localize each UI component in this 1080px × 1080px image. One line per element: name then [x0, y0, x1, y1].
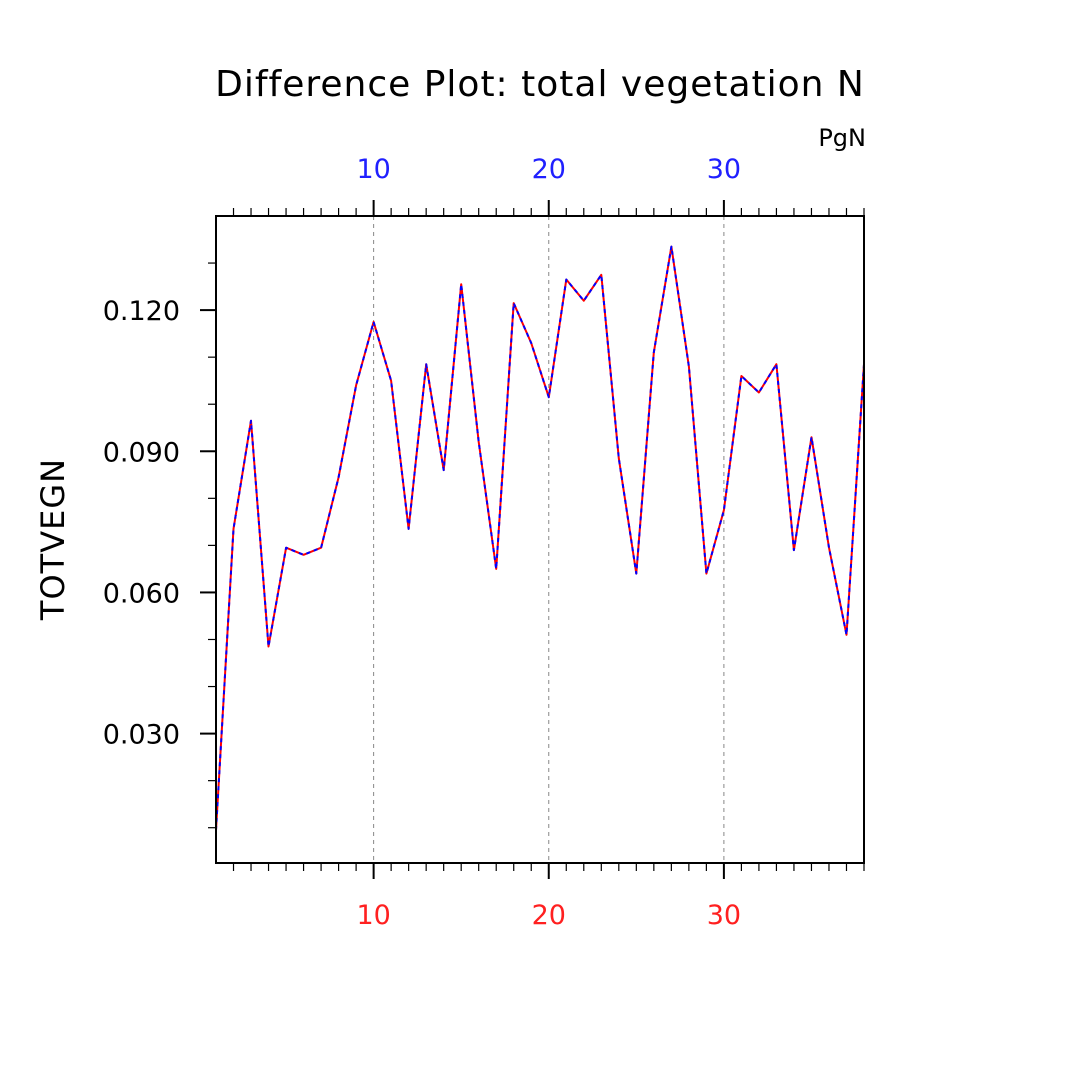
x-tick-label-bottom-0: 10: [356, 900, 390, 931]
y-axis-label: TOTVEGN: [34, 458, 72, 621]
tick-labels: 10 10 20 20 30 30 0.030 0.060 0.090 0.120: [103, 154, 741, 931]
x-tick-label-bottom-2: 30: [707, 900, 741, 931]
chart-title: Difference Plot: total vegetation N: [215, 64, 865, 105]
series-line-0: [215, 245, 865, 831]
series-line-1: [215, 245, 865, 831]
y-tick-label-2: 0.090: [103, 437, 180, 468]
grid-lines: [373, 216, 725, 863]
series-lines: [215, 245, 865, 831]
y-tick-label-3: 0.120: [103, 296, 180, 327]
plot-frame: [215, 215, 865, 864]
x-tick-label-bottom-1: 20: [532, 900, 566, 931]
x-tick-label-top-1: 20: [532, 154, 566, 185]
x-tick-label-top-2: 30: [707, 154, 741, 185]
x-tick-label-top-0: 10: [356, 154, 390, 185]
axis-ticks: [200, 200, 865, 879]
y-tick-label-1: 0.060: [103, 578, 180, 609]
y-tick-label-0: 0.030: [103, 720, 180, 751]
units-label: PgN: [818, 124, 866, 152]
